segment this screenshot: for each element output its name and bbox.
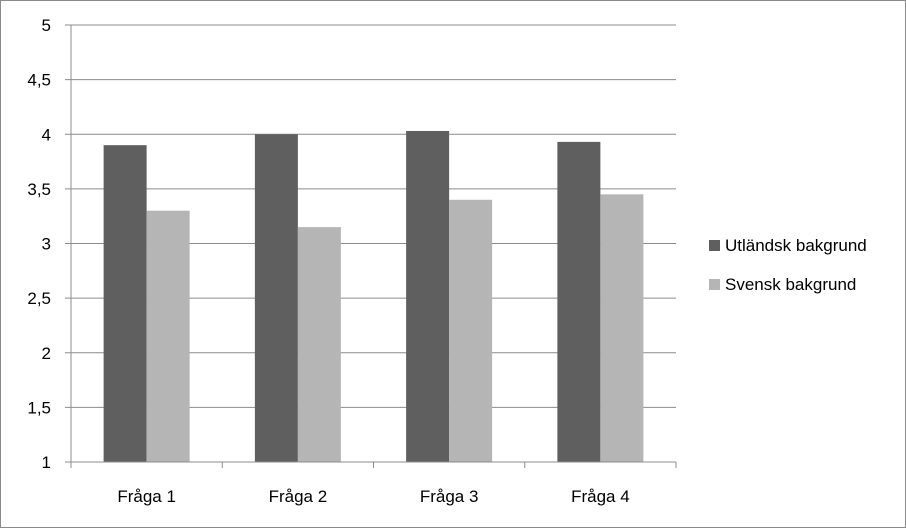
- y-tick-label: 1,5: [27, 398, 51, 417]
- legend-swatch: [709, 240, 720, 251]
- legend-label: Utländsk bakgrund: [725, 236, 867, 255]
- y-tick-label: 5: [42, 16, 51, 35]
- bar-utlandsk-3: [406, 130, 450, 462]
- legend: Utländsk bakgrund Svensk bakgrund: [709, 236, 867, 294]
- x-tick-label: Fråga 3: [420, 487, 479, 506]
- bars: [103, 130, 644, 463]
- legend-swatch: [709, 279, 720, 290]
- axes: [65, 24, 677, 468]
- y-tick-label: 4,5: [27, 71, 51, 90]
- x-tick-label: Fråga 2: [269, 487, 328, 506]
- y-tick-label: 3,5: [27, 180, 51, 199]
- y-tick-label: 3: [42, 235, 51, 254]
- bar-utlandsk-1: [103, 145, 147, 463]
- y-tick-label: 4: [42, 125, 51, 144]
- bar-svensk-4: [600, 194, 644, 462]
- bar-svensk-2: [297, 227, 341, 462]
- y-tick-label: 2,5: [27, 289, 51, 308]
- bar-utlandsk-4: [557, 141, 601, 462]
- bar-svensk-3: [449, 199, 493, 463]
- legend-label: Svensk bakgrund: [725, 275, 856, 294]
- bar-svensk-1: [146, 210, 190, 462]
- y-tick-label: 2: [42, 344, 51, 363]
- x-axis-tick-labels: Fråga 1 Fråga 2 Fråga 3 Fråga 4: [117, 487, 629, 506]
- y-tick-label: 1: [42, 453, 51, 472]
- bar-utlandsk-2: [254, 134, 298, 462]
- x-tick-label: Fråga 1: [117, 487, 176, 506]
- x-tick-label: Fråga 4: [571, 487, 630, 506]
- y-axis-tick-labels: 1 1,5 2 2,5 3 3,5 4 4,5 5: [27, 16, 51, 472]
